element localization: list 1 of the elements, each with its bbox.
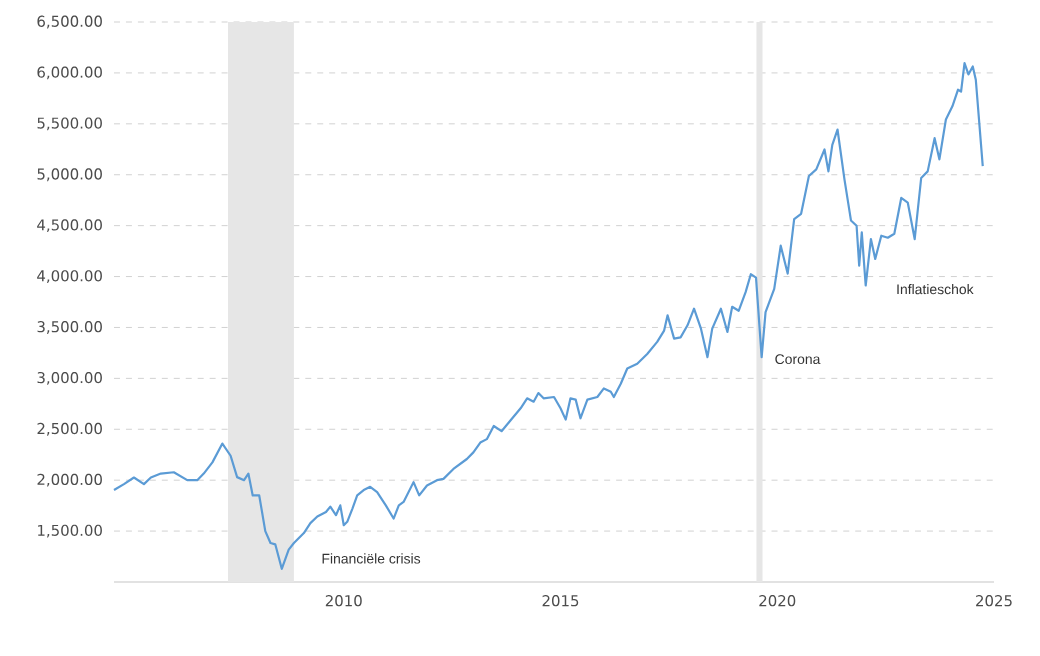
line-series (112, 62, 984, 570)
